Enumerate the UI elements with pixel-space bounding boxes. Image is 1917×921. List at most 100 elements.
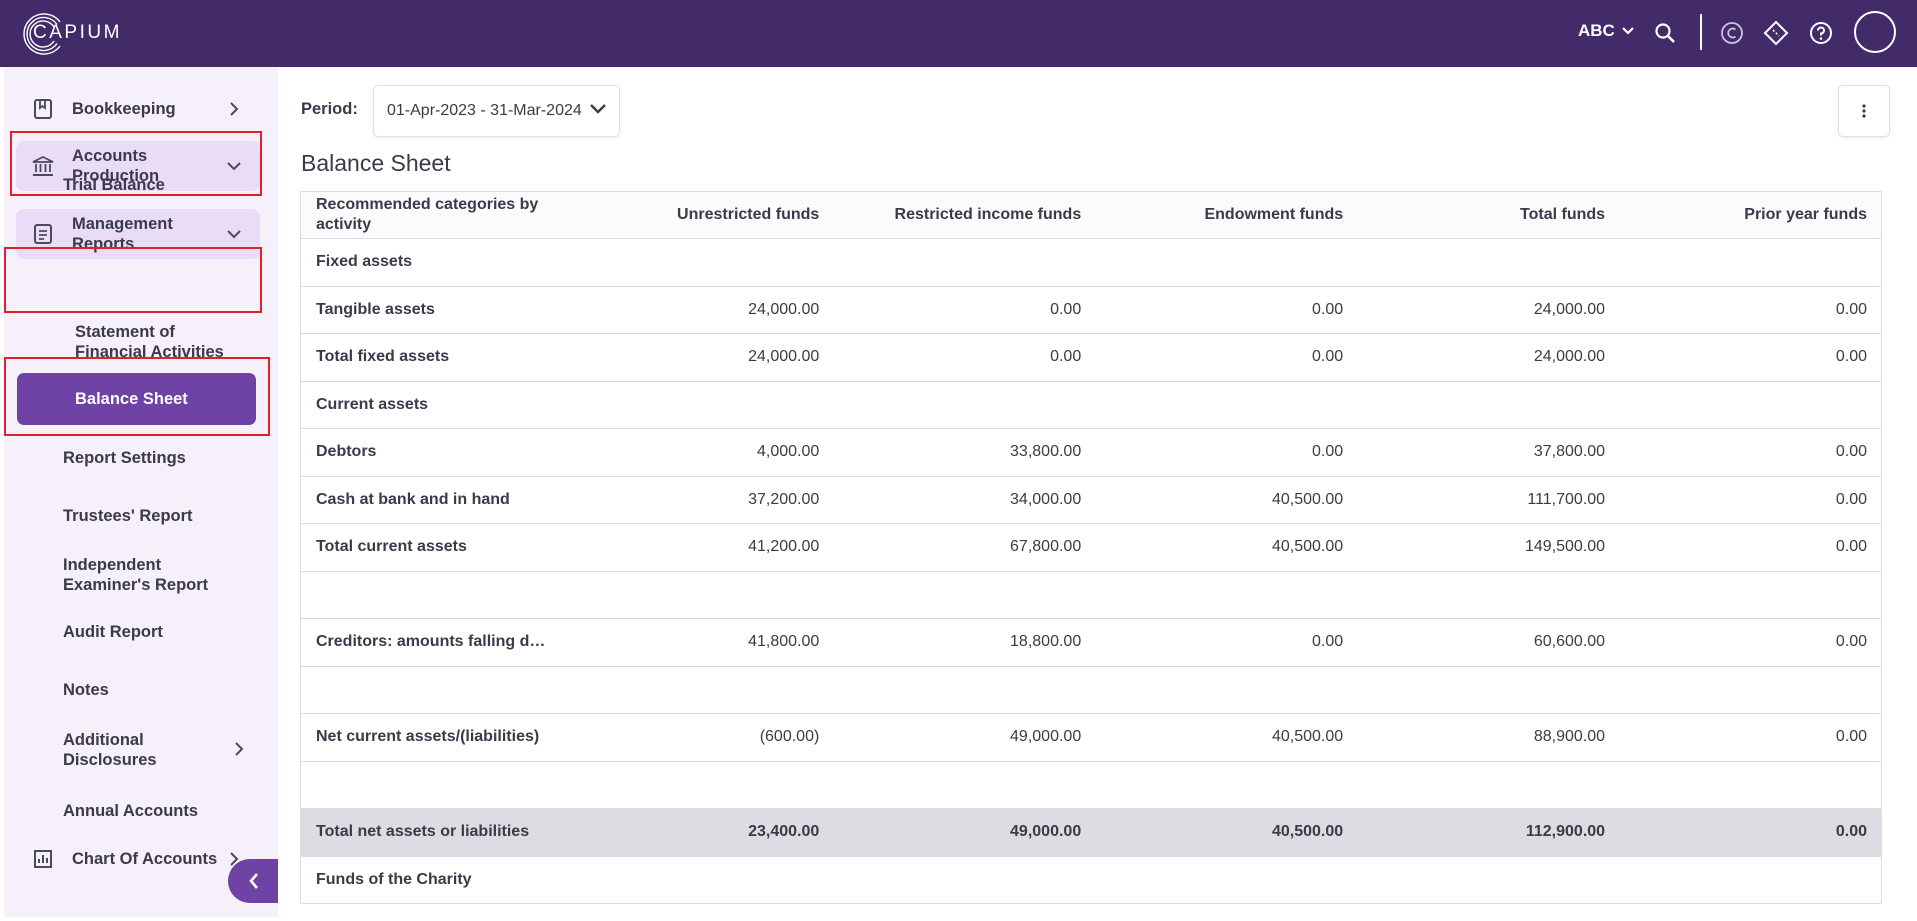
cell-value: (600.00) xyxy=(759,728,820,746)
ticket-icon[interactable] xyxy=(1761,18,1791,48)
sidebar-item-label: Trial Balance xyxy=(63,176,165,194)
period-value: 01-Apr-2023 - 31-Mar-2024 xyxy=(387,102,582,119)
toolbar-divider xyxy=(1700,14,1702,50)
sidebar-item-trustees-report[interactable]: Trustees' Report xyxy=(63,506,253,526)
cell-value: 37,200.00 xyxy=(748,490,820,508)
sidebar-item-chart-of-accounts[interactable]: Chart Of Accounts xyxy=(16,837,260,881)
cell-value: 0.00 xyxy=(1835,300,1867,318)
table-row xyxy=(301,667,1881,714)
table-row: Cash at bank and in hand 37,200.00 34,000.… xyxy=(301,477,1881,524)
organisation-selector[interactable]: ABC xyxy=(1578,21,1635,41)
bar-chart-icon xyxy=(30,846,56,872)
cell-value: 0.00 xyxy=(1835,443,1867,461)
sidebar-item-label: Trustees' Report xyxy=(63,507,193,525)
sidebar-item-independent-examiners-report[interactable]: Independent Examiner's Report xyxy=(63,555,213,595)
cell-value: 0.00 xyxy=(1835,728,1867,746)
row-label: Total net assets or liabilities xyxy=(316,823,530,841)
cell-value: 24,000.00 xyxy=(748,300,820,318)
cell-value: 0.00 xyxy=(1835,490,1867,508)
sidebar-item-audit-report[interactable]: Audit Report xyxy=(63,622,253,642)
chevron-down-icon xyxy=(1622,27,1634,35)
more-options-button[interactable] xyxy=(1838,85,1890,137)
period-select[interactable]: 01-Apr-2023 - 31-Mar-2024 xyxy=(373,85,620,137)
page-title: Balance Sheet xyxy=(301,150,451,176)
sidebar-item-label: Report Settings xyxy=(63,449,186,467)
sidebar-item-statement-of-financial-activities[interactable]: Statement of Financial Activities xyxy=(75,322,235,362)
chevron-down-icon xyxy=(224,229,244,239)
cell-value: 0.00 xyxy=(1835,538,1867,556)
row-label: Total fixed assets xyxy=(316,348,450,366)
chevron-right-icon xyxy=(224,101,244,117)
cell-value: 149,500.00 xyxy=(1524,538,1606,556)
sidebar-item-label: Notes xyxy=(63,681,109,699)
sidebar-item-label: Annual Accounts xyxy=(63,802,199,820)
cell-value: 24,000.00 xyxy=(748,348,820,366)
period-label: Period: xyxy=(301,100,358,118)
table-row: Total net assets or liabilities 23,400.00… xyxy=(301,809,1881,857)
chevron-down-icon xyxy=(589,102,607,120)
sidebar-item-accounts-production[interactable]: Accounts Production xyxy=(16,141,260,191)
table-row: Creditors: amounts falling d… 41,800.00 18… xyxy=(301,619,1881,667)
column-header: Total funds xyxy=(1520,206,1606,223)
collapse-sidebar-button[interactable] xyxy=(228,859,278,903)
sidebar-item-label: Chart Of Accounts xyxy=(72,850,218,868)
table-row xyxy=(301,572,1881,619)
bank-icon xyxy=(30,153,56,179)
table-row: Debtors 4,000.00 33,800.00 0.00 37,800.00 0.0… xyxy=(301,429,1881,477)
table-row: Tangible assets 24,000.00 0.00 0.00 24,000.0… xyxy=(301,287,1881,334)
table-row: Current assets xyxy=(301,382,1881,429)
row-label: Net current assets/(liabilities) xyxy=(316,728,540,746)
cell-value: 0.00 xyxy=(1312,633,1344,651)
help-icon[interactable] xyxy=(1806,18,1836,48)
sidebar-item-notes[interactable]: Notes xyxy=(63,680,253,700)
cell-value: 49,000.00 xyxy=(1010,823,1082,841)
column-header: Restricted income funds xyxy=(894,206,1082,223)
sidebar-item-additional-disclosures[interactable]: Additional Disclosures xyxy=(63,730,253,770)
cell-value: 111,700.00 xyxy=(1527,490,1606,508)
cell-value: 41,800.00 xyxy=(748,633,820,651)
sidebar-item-balance-sheet[interactable]: Balance Sheet xyxy=(17,373,256,425)
cell-value: 40,500.00 xyxy=(1271,728,1344,746)
table-row: Total fixed assets 24,000.00 0.00 0.00 24,00… xyxy=(301,334,1881,382)
cell-value: 0.00 xyxy=(1050,348,1082,366)
cell-value: 88,900.00 xyxy=(1533,728,1606,746)
cell-value: 0.00 xyxy=(1835,633,1867,651)
capium-logo[interactable] xyxy=(22,12,68,56)
sidebar-item-annual-accounts[interactable]: Annual Accounts xyxy=(63,801,253,821)
sidebar-item-label: Independent Examiner's Report xyxy=(63,556,209,594)
balance-sheet-table: Recommended categories by activity Unres… xyxy=(300,191,1882,904)
cell-value: 0.00 xyxy=(1835,348,1867,366)
main-content: Period: 01-Apr-2023 - 31-Mar-2024 Balanc… xyxy=(278,67,1917,921)
cell-value: 41,200.00 xyxy=(748,538,820,556)
user-avatar[interactable] xyxy=(1854,11,1896,53)
cell-value: 0.00 xyxy=(1312,300,1344,318)
table-row xyxy=(301,762,1881,809)
capium-coin-icon[interactable] xyxy=(1717,18,1747,48)
cell-value: 0.00 xyxy=(1835,823,1867,841)
sidebar-item-management-reports[interactable]: Management Reports xyxy=(16,209,260,259)
cell-value: 0.00 xyxy=(1312,348,1344,366)
row-label: Fixed assets xyxy=(316,253,413,271)
sidebar-item-label: Audit Report xyxy=(63,623,163,641)
row-label: Tangible assets xyxy=(316,300,435,318)
column-header: Prior year funds xyxy=(1744,206,1867,223)
sidebar-item-label: Balance Sheet xyxy=(75,389,188,408)
book-icon xyxy=(30,96,56,122)
sidebar: Bookkeeping Accounts Production Trial Ba… xyxy=(4,67,278,917)
cell-value: 112,900.00 xyxy=(1525,823,1606,841)
chevron-right-icon xyxy=(224,851,244,867)
kebab-menu-icon xyxy=(1862,104,1866,118)
row-label: Total current assets xyxy=(316,538,467,556)
cell-value: 34,000.00 xyxy=(1010,490,1082,508)
cell-value: 40,500.00 xyxy=(1271,490,1344,508)
table-row: Funds of the Charity xyxy=(301,857,1881,904)
search-icon[interactable] xyxy=(1650,18,1680,48)
sidebar-item-report-settings[interactable]: Report Settings xyxy=(63,448,253,468)
cell-value: 40,500.00 xyxy=(1271,823,1344,841)
chevron-left-icon xyxy=(249,873,258,889)
sidebar-item-bookkeeping[interactable]: Bookkeeping xyxy=(16,87,260,131)
logo-text: CAPIUM xyxy=(33,22,122,43)
chevron-right-icon xyxy=(234,741,244,762)
sidebar-item-label: Bookkeeping xyxy=(72,100,176,118)
organisation-name: ABC xyxy=(1578,21,1615,40)
